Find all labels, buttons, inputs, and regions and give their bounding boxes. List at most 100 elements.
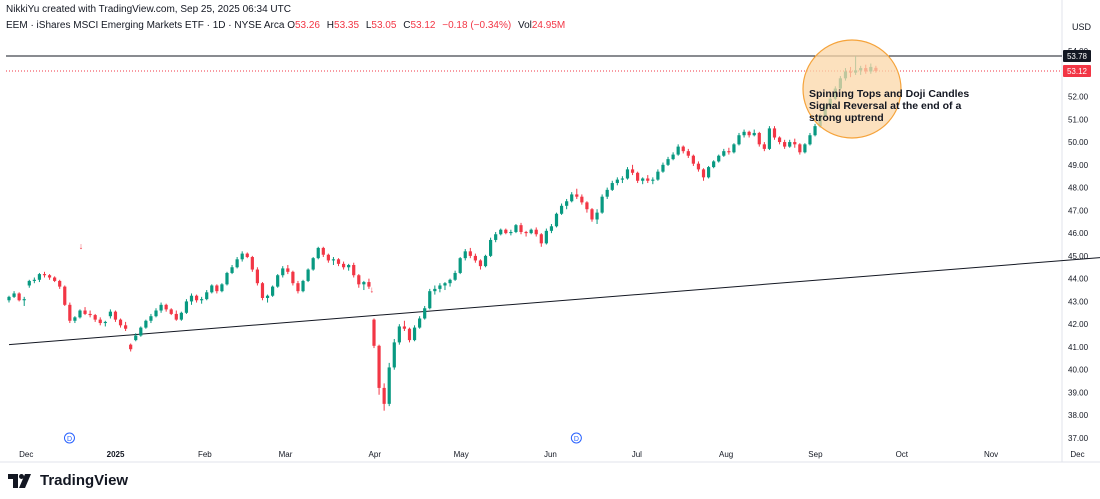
candle	[301, 279, 305, 293]
candle	[22, 296, 26, 306]
candle	[762, 142, 766, 152]
candle	[286, 264, 290, 275]
candle	[407, 327, 412, 343]
candle	[767, 126, 772, 151]
candle	[73, 316, 77, 324]
symbol-legend: EEM · iShares MSCI Emerging Markets ETF …	[6, 20, 565, 31]
x-tick-label: Oct	[896, 450, 909, 459]
candle	[129, 343, 133, 352]
candle	[489, 237, 493, 258]
candle	[661, 162, 665, 173]
high-label: H	[326, 20, 335, 31]
x-tick-label: Aug	[719, 450, 733, 459]
candle	[752, 129, 756, 137]
tradingview-logo-icon	[8, 473, 31, 488]
candle	[210, 284, 214, 294]
y-tick-label: 51.00	[1068, 115, 1089, 124]
candle	[372, 318, 376, 349]
y-tick-label: 39.00	[1068, 388, 1089, 397]
candle	[63, 285, 67, 306]
down-arrow-icon: ↓	[79, 241, 84, 251]
candle	[12, 291, 16, 298]
y-tick-label: 47.00	[1068, 206, 1089, 215]
candle	[554, 212, 559, 228]
candle	[83, 307, 87, 316]
candle	[265, 294, 270, 303]
annotation-text: Spinning Tops and Doji Candles	[809, 88, 969, 100]
candle	[453, 270, 457, 281]
candle	[37, 272, 42, 283]
candle	[478, 259, 483, 270]
candle	[7, 295, 11, 303]
candle	[757, 131, 761, 147]
candle	[717, 154, 721, 163]
y-tick-label: 41.00	[1068, 343, 1089, 352]
candle	[402, 320, 407, 332]
y-tick-label: 38.00	[1068, 411, 1089, 420]
trendline[interactable]	[8, 251, 1100, 346]
y-tick-label: 40.00	[1068, 366, 1089, 375]
candle	[575, 188, 579, 199]
candle	[392, 338, 396, 370]
candle	[671, 152, 675, 161]
candle	[565, 198, 569, 210]
candle	[691, 154, 695, 166]
candle	[803, 143, 807, 154]
y-tick-label: 44.00	[1068, 275, 1089, 284]
candle	[311, 257, 315, 271]
y-tick-label: 49.00	[1068, 161, 1089, 170]
y-tick-label: 45.00	[1068, 252, 1089, 261]
candle	[433, 285, 437, 295]
candle	[93, 313, 97, 322]
candle	[276, 274, 280, 288]
candle	[463, 249, 467, 261]
candle	[610, 180, 614, 192]
x-tick-label: Mar	[279, 450, 293, 459]
candle	[144, 319, 148, 329]
close-value: 53.12	[410, 20, 436, 31]
candle	[570, 192, 574, 203]
dividend-marker-icon[interactable]: D	[570, 432, 582, 444]
candle	[281, 266, 285, 278]
dividend-marker-icon[interactable]: D	[63, 432, 75, 444]
candle	[225, 271, 229, 286]
candle	[798, 143, 802, 155]
candle	[737, 132, 741, 146]
candle	[681, 145, 685, 154]
candle	[220, 283, 224, 293]
candlestick-series	[7, 56, 878, 411]
candle	[600, 194, 604, 214]
candle	[559, 203, 564, 215]
symbol-title[interactable]: EEM · iShares MSCI Emerging Markets ETF …	[6, 20, 285, 31]
candle	[732, 143, 736, 154]
candle	[118, 318, 123, 328]
candle	[636, 171, 640, 184]
low-label: L	[365, 20, 372, 31]
candle	[341, 261, 346, 270]
candle	[88, 310, 92, 318]
candle	[641, 177, 645, 185]
price-tags: 53.78 53.12	[1063, 50, 1091, 78]
x-tick-label: 2025	[107, 450, 125, 459]
candle	[250, 255, 254, 272]
candle	[53, 276, 57, 283]
currency-label[interactable]: USD	[1072, 22, 1092, 32]
x-tick-label: Dec	[19, 450, 33, 459]
candle	[423, 305, 427, 320]
candle	[240, 251, 244, 262]
candle	[98, 317, 102, 326]
tradingview-logo[interactable]: TradingView	[8, 472, 128, 489]
candle	[205, 290, 209, 301]
candle	[595, 209, 599, 225]
candle	[68, 302, 72, 324]
candle	[255, 267, 260, 286]
candle	[483, 254, 488, 268]
candle	[448, 278, 452, 287]
candle	[235, 257, 239, 269]
candle	[154, 308, 158, 318]
candle	[625, 167, 630, 180]
candle	[331, 257, 336, 265]
